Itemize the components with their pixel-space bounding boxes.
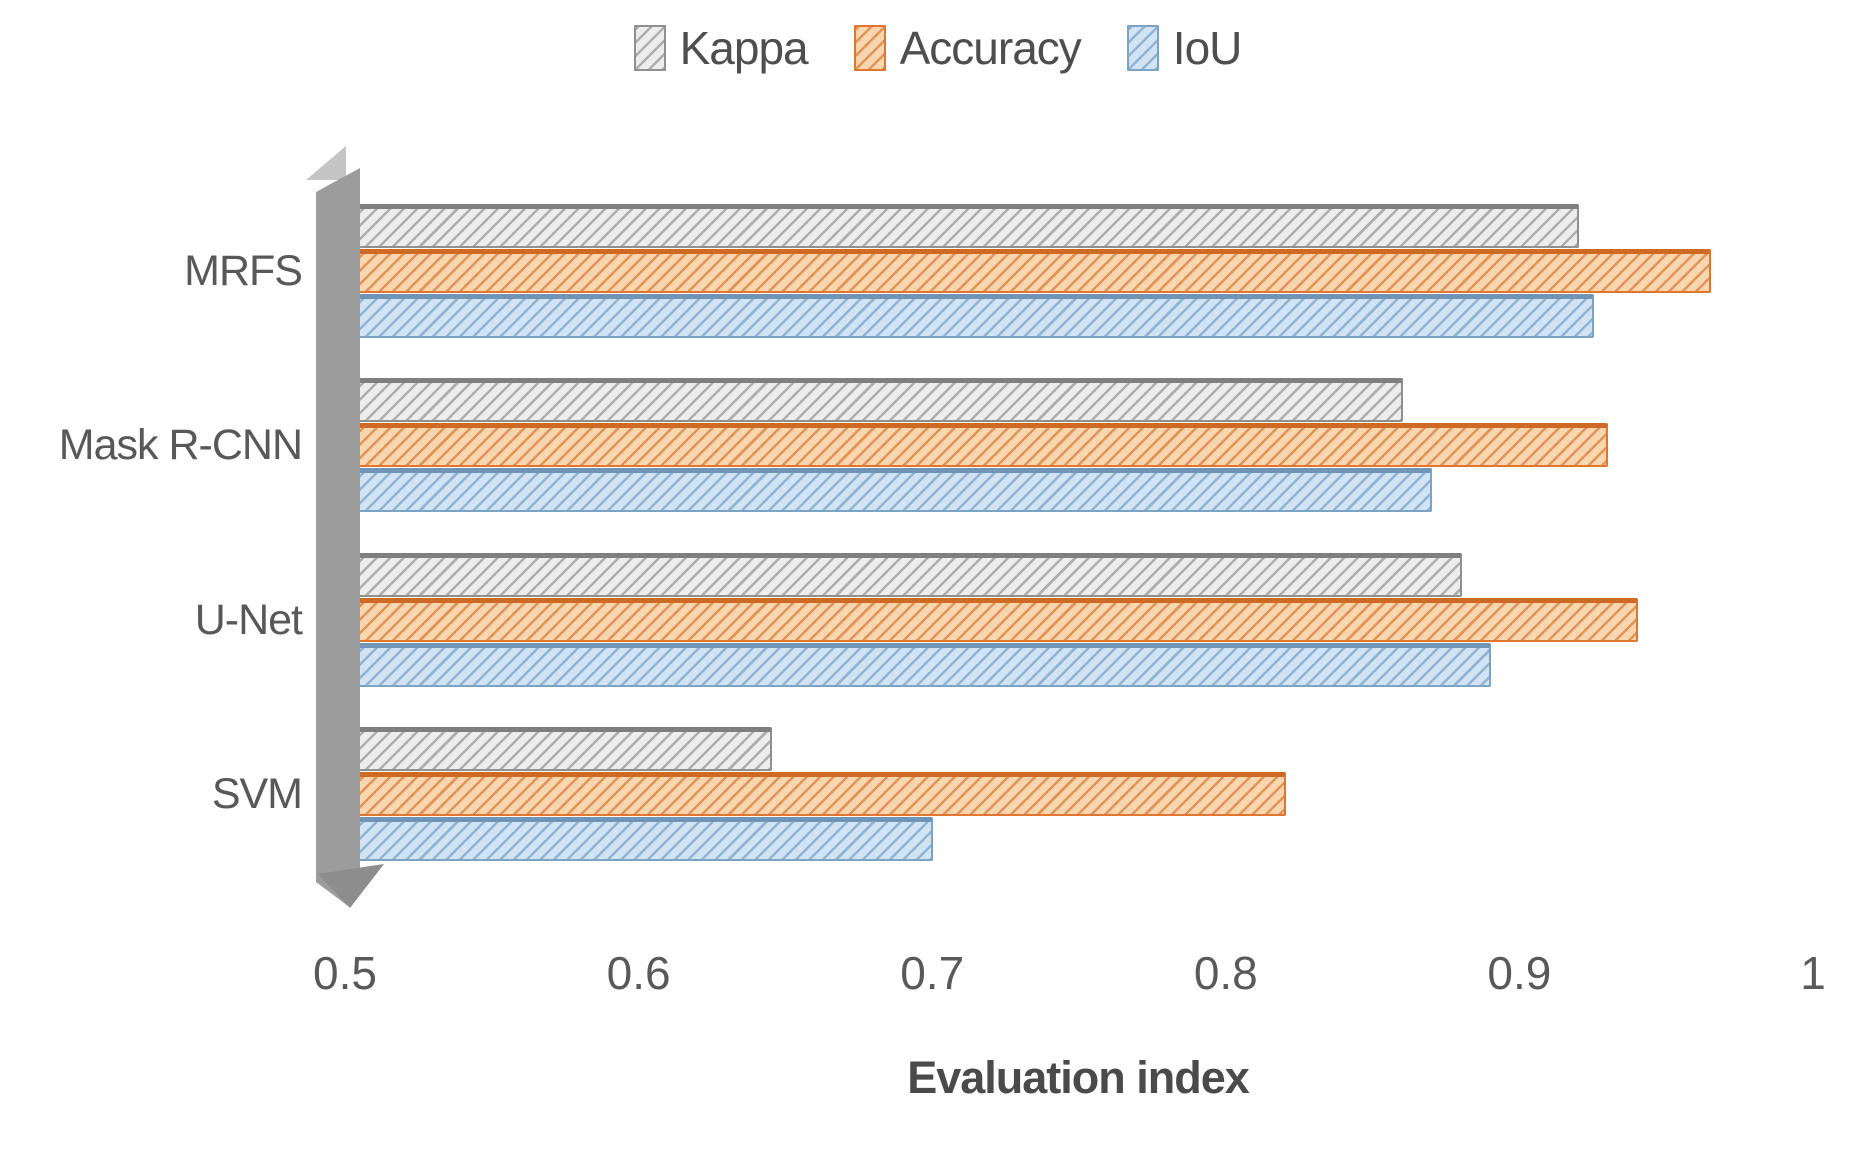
x-tick-label-0-9: 0.9 <box>1487 947 1552 999</box>
bar-mrfs-iou <box>346 294 1594 338</box>
bar-mrfs-kappa <box>346 204 1579 248</box>
bar-mask-r-cnn-accuracy <box>346 423 1608 467</box>
bar-mask-r-cnn-kappa <box>346 378 1403 422</box>
chart-legend: Kappa Accuracy IoU <box>0 16 1875 80</box>
x-axis-title: Evaluation index <box>907 1052 1250 1103</box>
bar-svm-accuracy <box>346 772 1286 816</box>
legend-item-iou: IoU <box>1126 21 1243 75</box>
legend-swatch-accuracy <box>853 25 886 71</box>
legend-item-kappa: Kappa <box>633 21 809 75</box>
bar-mrfs-accuracy <box>346 249 1711 293</box>
category-label-mrfs: MRFS <box>184 247 303 295</box>
legend-item-accuracy: Accuracy <box>853 21 1082 75</box>
bar-u-net-iou <box>346 643 1491 687</box>
bar-u-net-kappa <box>346 553 1462 597</box>
legend-label: Accuracy <box>899 22 1082 74</box>
bar-mask-r-cnn-iou <box>346 468 1432 512</box>
x-tick-label-0-8: 0.8 <box>1193 947 1258 999</box>
bar-svm-kappa <box>346 727 772 771</box>
legend-swatch-kappa <box>633 25 666 71</box>
x-tick-label-0-5: 0.5 <box>313 947 377 999</box>
category-label-u-net: U-Net <box>194 596 303 644</box>
legend-label: IoU <box>1172 22 1243 74</box>
category-label-svm: SVM <box>211 770 303 818</box>
bar-u-net-accuracy <box>346 598 1638 642</box>
bar-svm-iou <box>346 817 933 861</box>
x-tick-label-1: 1 <box>1800 947 1826 999</box>
category-label-mask-r-cnn: Mask R-CNN <box>58 421 303 469</box>
legend-label: Kappa <box>679 22 809 74</box>
legend-swatch-iou <box>1126 25 1159 71</box>
x-tick-label-0-6: 0.6 <box>606 947 671 999</box>
x-tick-label-0-7: 0.7 <box>900 947 965 999</box>
